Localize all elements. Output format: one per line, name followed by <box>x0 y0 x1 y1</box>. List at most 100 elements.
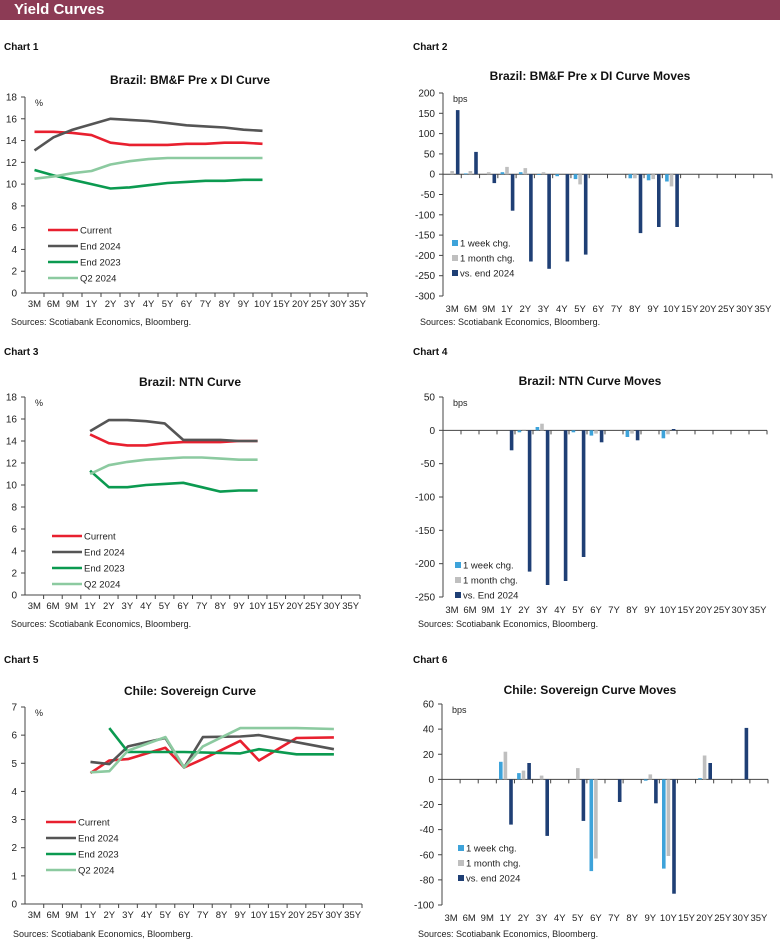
bar-5y-1 <box>576 768 580 780</box>
legend-swatch <box>458 860 464 866</box>
bar-6y-1 <box>594 430 598 434</box>
y-tick-label: -80 <box>420 875 435 886</box>
bar-2y-2 <box>527 763 531 780</box>
legend-label: Q2 2024 <box>84 580 120 591</box>
legend-label: 1 week chg. <box>463 561 514 572</box>
bar-8y-2 <box>638 174 643 234</box>
y-tick-label: 0 <box>429 170 435 181</box>
bar-10y-1 <box>666 779 671 856</box>
x-tick-label: 3Y <box>122 601 134 612</box>
bar-2y-1 <box>523 168 528 175</box>
y-tick-label: -100 <box>415 493 435 504</box>
legend-swatch <box>455 562 461 568</box>
series-line-q2-2024 <box>89 456 258 476</box>
bar-9y-2 <box>654 779 658 804</box>
chart-6: -100 -80 -60 -40 -20 0 20 40 60 bps 3M 6M 9M 1Y 2Y 3Y 4Y… <box>414 700 769 924</box>
bar-10y-0 <box>662 779 666 869</box>
x-tick-label: 30Y <box>736 304 754 315</box>
section-header: Yield Curves <box>0 0 780 20</box>
x-tick-label: 5Y <box>162 299 174 310</box>
legend-swatch <box>452 270 458 276</box>
chart-label: Chart 5 <box>4 655 39 666</box>
x-tick-label: 35Y <box>750 605 768 616</box>
x-tick-label: 10Y <box>251 910 269 921</box>
legend-swatch <box>458 875 464 881</box>
x-tick-label: 15Y <box>268 601 286 612</box>
bar-20y-0 <box>698 778 702 780</box>
x-tick-label: 10Y <box>254 299 272 310</box>
legend-label: Current <box>80 226 112 237</box>
bar-10y-0 <box>661 430 666 439</box>
y-tick-label: -250 <box>415 271 435 282</box>
x-tick-label: 15Y <box>273 299 291 310</box>
series-line-end-2023 <box>89 469 258 493</box>
x-tick-label: 3Y <box>536 913 548 924</box>
legend-label: End 2023 <box>80 258 121 269</box>
chart-title: Chile: Sovereign Curve <box>123 684 257 698</box>
y-tick-label: 16 <box>6 114 18 125</box>
bar-6m-2 <box>474 151 478 175</box>
x-tick-label: 20Y <box>292 299 310 310</box>
x-tick-label: 15Y <box>678 913 696 924</box>
x-tick-label: 2Y <box>518 605 530 616</box>
bar-2y-2 <box>527 430 532 572</box>
series-line-q2-2024 <box>90 726 334 774</box>
x-tick-label: 30Y <box>732 913 750 924</box>
bar-9m-1 <box>486 172 491 175</box>
series-line-end-2024 <box>33 117 263 152</box>
y-tick-label: 60 <box>423 700 435 711</box>
x-tick-label: 7Y <box>196 601 208 612</box>
x-tick-label: 9M <box>481 913 494 924</box>
y-tick-label: 14 <box>6 136 18 147</box>
x-tick-label: 4Y <box>143 299 155 310</box>
x-tick-label: 6M <box>463 913 476 924</box>
bar-3y-1 <box>541 172 546 175</box>
x-tick-label: 4Y <box>556 304 568 315</box>
legend-label: End 2023 <box>78 850 119 861</box>
x-tick-label: 7Y <box>611 304 623 315</box>
y-tick-label: 0 <box>429 426 435 437</box>
y-tick-label: 8 <box>11 503 17 514</box>
y-unit-label: bps <box>452 705 467 715</box>
x-tick-label: 2Y <box>518 913 530 924</box>
y-tick-label: 100 <box>418 129 435 140</box>
bar-2y-1 <box>521 770 526 780</box>
legend-swatch <box>452 255 458 261</box>
legend-label: Current <box>84 532 116 543</box>
y-tick-label: 200 <box>418 89 435 100</box>
x-tick-label: 9M <box>65 601 78 612</box>
x-tick-label: 9M <box>66 299 79 310</box>
bar-30y-2 <box>744 727 749 780</box>
legend-label: vs. end 2024 <box>466 874 520 885</box>
x-tick-label: 4Y <box>554 605 566 616</box>
bar-3y-1 <box>540 423 544 431</box>
x-tick-label: 5Y <box>572 913 584 924</box>
y-tick-label: 50 <box>424 149 436 160</box>
x-tick-label: 1Y <box>85 910 97 921</box>
x-tick-label: 15Y <box>269 910 287 921</box>
x-tick-label: 20Y <box>288 910 306 921</box>
x-tick-label: 2Y <box>519 304 531 315</box>
bar-1y-1 <box>505 166 509 175</box>
y-unit-label: % <box>35 708 43 718</box>
chart-title: Chile: Sovereign Curve Moves <box>503 683 677 697</box>
chart-label: Chart 4 <box>413 347 448 358</box>
chart-label: Chart 6 <box>413 655 448 666</box>
x-tick-label: 3M <box>444 913 457 924</box>
bar-1y-0 <box>499 761 503 780</box>
y-tick-label: -150 <box>415 526 435 537</box>
x-tick-label: 5Y <box>160 910 172 921</box>
x-tick-label: 9M <box>65 910 78 921</box>
y-tick-label: -100 <box>415 210 435 221</box>
x-tick-label: 6Y <box>178 910 190 921</box>
bar-4y-0 <box>555 174 559 177</box>
chart-source: Sources: Scotiabank Economics, Bloomberg… <box>13 929 194 939</box>
x-tick-label: 8Y <box>626 913 638 924</box>
bar-10y-1 <box>666 430 670 435</box>
chart-title: Brazil: BM&F Pre x DI Curve <box>109 73 271 87</box>
bar-3m-1 <box>450 171 454 175</box>
chart-source: Sources: Scotiabank Economics, Bloomberg… <box>420 317 601 327</box>
x-tick-label: 1Y <box>500 605 512 616</box>
section-title: Yield Curves <box>14 1 105 18</box>
